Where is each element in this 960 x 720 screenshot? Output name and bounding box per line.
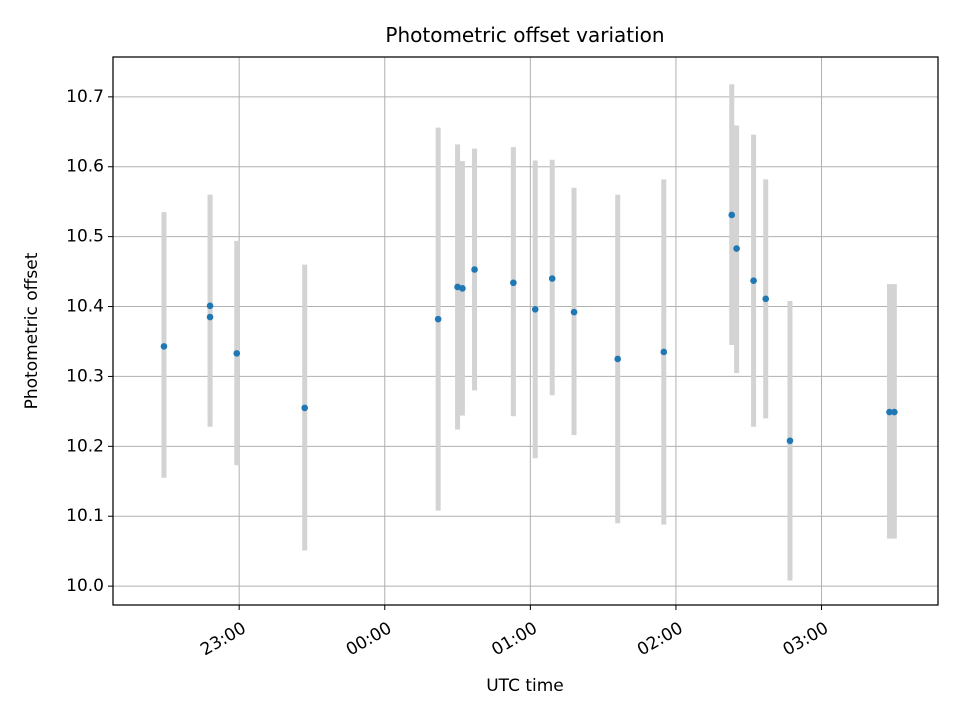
y-tick-label: 10.2 [66, 436, 104, 456]
y-tick-label: 10.6 [66, 157, 104, 177]
data-point [160, 343, 168, 350]
data-point [301, 404, 308, 412]
y-tick-label: 10.3 [66, 366, 104, 386]
data-point [762, 295, 770, 303]
data-point [434, 315, 442, 323]
data-point [614, 355, 622, 363]
data-point [733, 245, 740, 252]
y-tick-label: 10.7 [66, 87, 104, 107]
data-point [471, 266, 478, 273]
data-point [510, 279, 517, 287]
y-axis-label: Photometric offset [22, 252, 42, 409]
data-point [660, 348, 668, 356]
y-axis: 10.0 10.1 10.2 10.3 10.4 10.5 10.6 10.7 [66, 87, 113, 596]
y-tick-label: 10.1 [66, 506, 104, 526]
data-point [886, 408, 893, 416]
grid [113, 57, 938, 605]
data-points [160, 211, 898, 445]
chart-title: Photometric offset variation [385, 23, 664, 47]
data-point [206, 313, 214, 321]
data-point [459, 285, 466, 292]
x-axis-label: UTC time [486, 676, 564, 696]
data-point [728, 211, 736, 219]
data-point [786, 437, 794, 445]
y-tick-label: 10.0 [66, 576, 104, 596]
data-point [531, 306, 539, 313]
data-point [570, 308, 578, 316]
y-tick-label: 10.5 [66, 227, 104, 247]
data-point [206, 302, 214, 310]
plot-frame [112, 56, 939, 606]
data-point [891, 408, 898, 416]
data-point [548, 275, 556, 282]
y-tick-label: 10.4 [66, 297, 104, 317]
data-point [233, 350, 241, 357]
data-point [750, 277, 757, 284]
